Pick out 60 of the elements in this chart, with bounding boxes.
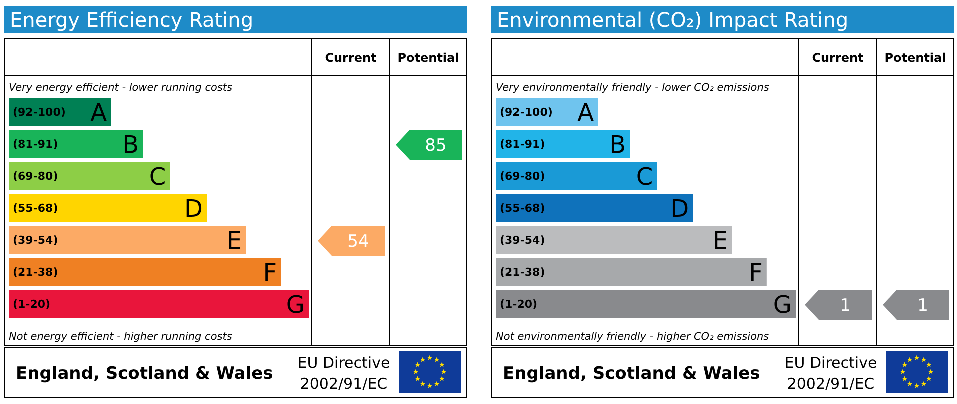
- bar: [496, 258, 767, 286]
- text: 1: [840, 296, 851, 316]
- annotation: C: [149, 163, 166, 191]
- y-tick-label: (69-80): [13, 170, 58, 183]
- y-tick-label: (21-38): [500, 266, 546, 279]
- annotation: D: [670, 195, 690, 223]
- annotation: A: [578, 99, 595, 127]
- y-tick-label: (92-100): [13, 106, 66, 119]
- text: Current: [812, 51, 864, 65]
- annotation: B: [122, 131, 140, 159]
- bar: [9, 130, 144, 158]
- bar: [9, 290, 309, 318]
- text: Not energy efficient - higher running costs: [9, 331, 233, 343]
- text: Very energy efficient - lower running costs: [9, 82, 234, 94]
- annotation: F: [749, 259, 763, 287]
- text: 1: [918, 296, 928, 316]
- bar: [9, 162, 170, 190]
- bar: [9, 194, 207, 222]
- bar: [496, 162, 658, 190]
- text: EU Directive: [784, 354, 878, 372]
- y-tick-label: (55-68): [500, 202, 546, 215]
- y-tick-label: (81-91): [500, 138, 546, 151]
- y-tick-label: (21-38): [13, 266, 58, 279]
- y-tick-label: (39-54): [13, 234, 58, 247]
- bar: [496, 130, 630, 158]
- text: 2002/91/EC: [300, 375, 388, 393]
- bar: [9, 258, 282, 286]
- chart-title: Environmental (CO₂) Impact Rating: [497, 8, 849, 32]
- text: 54: [348, 232, 370, 252]
- text: England, Scotland & Wales: [503, 364, 760, 384]
- annotation: A: [90, 99, 108, 127]
- annotation: E: [226, 227, 242, 255]
- text: Current: [325, 51, 378, 65]
- annotation: E: [712, 227, 728, 255]
- annotation: F: [263, 259, 278, 287]
- text: EU Directive: [298, 354, 390, 372]
- bar: [496, 290, 796, 318]
- annotation: B: [610, 131, 626, 159]
- text: Potential: [398, 51, 460, 65]
- annotation: C: [636, 163, 654, 191]
- y-tick-label: (55-68): [13, 202, 58, 215]
- y-tick-label: (92-100): [500, 106, 553, 119]
- text: Not environmentally friendly - higher CO₂ emissions: [496, 331, 770, 343]
- y-tick-label: (81-91): [13, 138, 58, 151]
- bar: [496, 194, 694, 222]
- y-tick-label: (1-20): [500, 298, 538, 311]
- annotation: D: [184, 195, 203, 223]
- text: 2002/91/EC: [787, 375, 875, 393]
- bar: [9, 226, 246, 254]
- text: England, Scotland & Wales: [16, 364, 274, 384]
- annotation: G: [286, 291, 305, 319]
- y-tick-label: (69-80): [500, 170, 546, 183]
- chart-title: Energy Efficiency Rating: [10, 8, 254, 32]
- annotation: G: [773, 291, 792, 319]
- text: Very environmentally friendly - lower CO₂ emissions: [496, 82, 770, 94]
- text: Potential: [884, 51, 946, 65]
- text: 85: [425, 136, 447, 156]
- bar: [496, 226, 732, 254]
- y-tick-label: (39-54): [500, 234, 546, 247]
- y-tick-label: (1-20): [13, 298, 51, 311]
